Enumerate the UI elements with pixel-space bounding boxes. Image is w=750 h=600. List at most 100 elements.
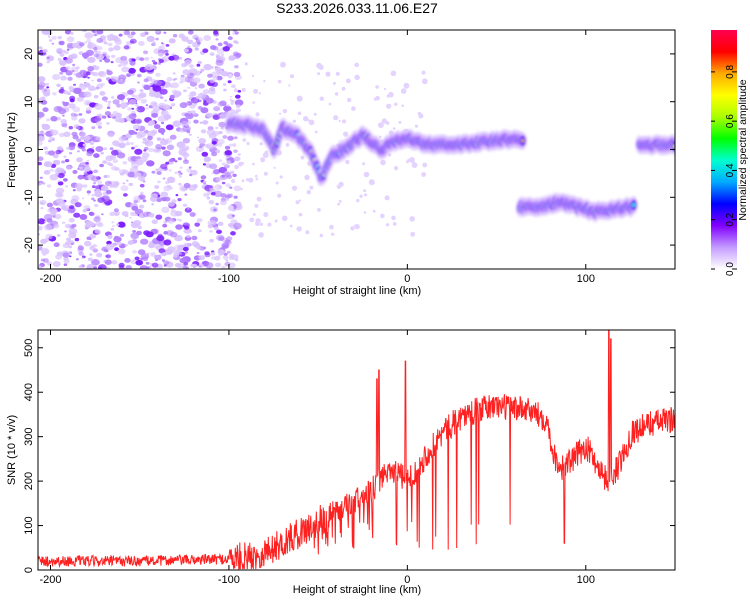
noise-speckle — [150, 193, 158, 199]
noise-speckle — [38, 46, 43, 50]
noise-speckle — [65, 102, 70, 105]
noise-speckle — [47, 35, 51, 38]
noise-speckle — [73, 83, 76, 86]
noise-speckle — [216, 75, 223, 81]
noise-speckle — [118, 118, 125, 123]
noise-speckle — [116, 152, 126, 159]
noise-speckle — [63, 90, 69, 95]
noise-speckle — [125, 139, 129, 142]
noise-speckle — [205, 262, 214, 269]
noise-speckle — [105, 155, 114, 162]
noise-speckle — [161, 42, 164, 45]
noise-speckle — [130, 211, 136, 216]
ridge-segment-2 — [515, 192, 638, 223]
noise-speckle — [184, 193, 188, 196]
noise-speckle — [134, 172, 140, 177]
noise-speckle — [68, 126, 74, 130]
faint-speckle — [317, 72, 321, 76]
noise-speckle — [237, 153, 241, 156]
noise-speckle — [155, 72, 161, 77]
noise-speckle — [130, 142, 134, 145]
noise-speckle — [89, 212, 95, 217]
noise-speckle — [77, 245, 85, 251]
colorbar-tick-label: 0.8 — [725, 64, 736, 78]
noise-speckle — [71, 116, 78, 121]
noise-speckle — [224, 150, 232, 156]
noise-speckle — [91, 259, 100, 266]
noise-speckle — [168, 160, 171, 163]
noise-speckle — [38, 161, 42, 166]
noise-speckle — [111, 224, 115, 228]
noise-speckle — [179, 175, 182, 178]
noise-speckle — [73, 212, 81, 218]
noise-speckle — [189, 212, 196, 217]
noise-speckle — [214, 255, 221, 261]
noise-speckle — [152, 85, 162, 92]
noise-speckle — [121, 99, 124, 102]
noise-speckle — [38, 138, 42, 142]
noise-speckle — [158, 52, 164, 57]
noise-speckle — [214, 184, 223, 191]
noise-speckle — [48, 136, 55, 142]
noise-speckle — [145, 261, 150, 265]
noise-speckle — [189, 102, 193, 105]
noise-speckle — [205, 143, 215, 150]
noise-speckle — [198, 83, 205, 89]
noise-speckle — [69, 255, 72, 258]
noise-speckle — [183, 112, 189, 117]
noise-speckle — [205, 97, 214, 104]
snr-axes: -200 -100 0 100 0 100 200 300 400 500 — [23, 330, 675, 586]
noise-speckle — [91, 146, 95, 149]
faint-speckle — [422, 162, 428, 168]
noise-speckle — [106, 70, 113, 76]
noise-speckle — [112, 159, 119, 164]
noise-speckle — [161, 206, 170, 213]
noise-speckle — [75, 72, 84, 78]
noise-speckle — [93, 199, 96, 202]
noise-speckle — [63, 131, 71, 138]
noise-speckle — [221, 242, 230, 249]
noise-speckle — [70, 242, 74, 245]
noise-speckle — [39, 176, 43, 179]
noise-speckle — [151, 59, 156, 63]
noise-speckle — [117, 248, 126, 255]
noise-speckle — [213, 169, 220, 175]
colorbar-gradient — [711, 30, 737, 269]
noise-speckle — [107, 42, 113, 47]
noise-speckle — [135, 108, 139, 111]
noise-speckle — [137, 131, 147, 138]
noise-speckle — [119, 233, 125, 237]
noise-speckle — [162, 223, 168, 228]
noise-speckle — [193, 119, 199, 124]
faint-speckle — [263, 212, 269, 218]
faint-speckle — [359, 194, 363, 198]
noise-speckle — [162, 177, 166, 180]
noise-speckle — [148, 147, 154, 153]
noise-speckle — [215, 54, 221, 58]
noise-speckle — [99, 91, 106, 96]
noise-speckle — [93, 189, 97, 192]
noise-speckle — [196, 218, 203, 223]
noise-speckle — [120, 185, 129, 192]
noise-speckle — [162, 104, 171, 111]
noise-speckle — [211, 140, 217, 145]
noise-speckle — [78, 42, 85, 47]
noise-speckle — [83, 205, 91, 211]
noise-speckle — [72, 189, 76, 192]
noise-speckle — [63, 178, 68, 182]
noise-speckle — [167, 218, 175, 224]
noise-speckle — [222, 135, 228, 139]
noise-speckle — [135, 128, 139, 131]
noise-speckle — [188, 94, 191, 97]
noise-speckle — [113, 45, 121, 51]
noise-speckle — [233, 136, 238, 140]
noise-speckle — [165, 161, 170, 165]
noise-speckle — [159, 88, 168, 95]
noise-speckle — [217, 42, 223, 47]
noise-speckle — [59, 53, 65, 57]
noise-speckle — [166, 76, 173, 82]
noise-speckle — [192, 77, 201, 84]
noise-speckle — [172, 34, 178, 38]
noise-speckle — [179, 257, 187, 264]
noise-speckle — [171, 54, 180, 61]
